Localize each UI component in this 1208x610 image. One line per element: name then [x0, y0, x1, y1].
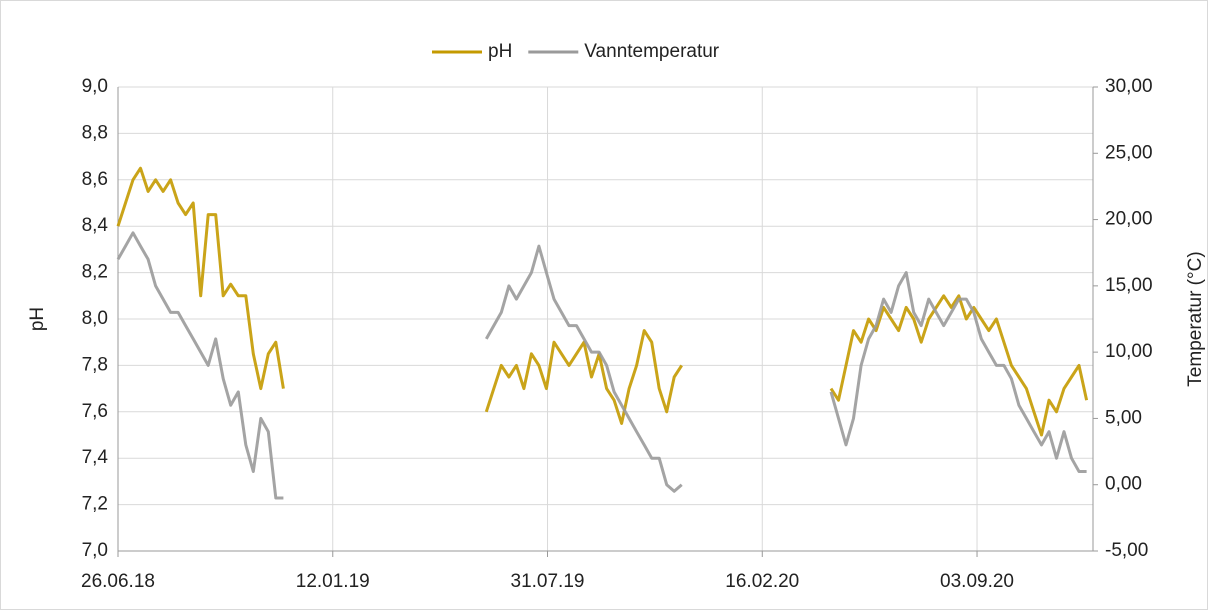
y-tick-label: 8,8 — [82, 122, 108, 143]
y2-tick-label: 5,00 — [1105, 407, 1142, 428]
y-tick-label: 7,6 — [82, 401, 108, 422]
y-tick-label: 8,0 — [82, 308, 108, 329]
x-tick-label: 12.01.19 — [296, 571, 370, 592]
y2-axis-label: Temperatur (°C) — [1185, 251, 1206, 386]
y-tick-label: 8,4 — [82, 215, 109, 236]
y2-tick-label: -5,00 — [1105, 540, 1148, 561]
x-tick-label: 03.09.20 — [940, 571, 1014, 592]
x-tick-label: 26.06.18 — [81, 571, 155, 592]
y-tick-label: 8,6 — [82, 169, 108, 190]
y-axis-label: pH — [27, 307, 48, 331]
y2-tick-label: 10,00 — [1105, 341, 1153, 362]
x-tick-label: 31.07.19 — [511, 571, 585, 592]
y2-tick-label: 20,00 — [1105, 209, 1153, 230]
data-line — [116, 166, 1089, 437]
x-tick-label: 16.02.20 — [725, 571, 799, 592]
y-tick-label: 7,4 — [82, 447, 109, 468]
y2-tick-label: 0,00 — [1105, 474, 1142, 495]
legend-label: Vanntemperatur — [584, 41, 720, 62]
y-tick-label: 7,2 — [82, 494, 108, 515]
y-tick-label: 9,0 — [82, 76, 108, 97]
data-line — [116, 231, 1087, 500]
y2-tick-label: 30,00 — [1105, 76, 1153, 97]
y-tick-label: 7,0 — [82, 540, 108, 561]
y2-tick-label: 15,00 — [1105, 275, 1153, 296]
legend-label: pH — [488, 41, 512, 62]
y2-tick-label: 25,00 — [1105, 142, 1153, 163]
y-tick-label: 7,8 — [82, 354, 108, 375]
y-tick-label: 8,2 — [82, 262, 108, 283]
